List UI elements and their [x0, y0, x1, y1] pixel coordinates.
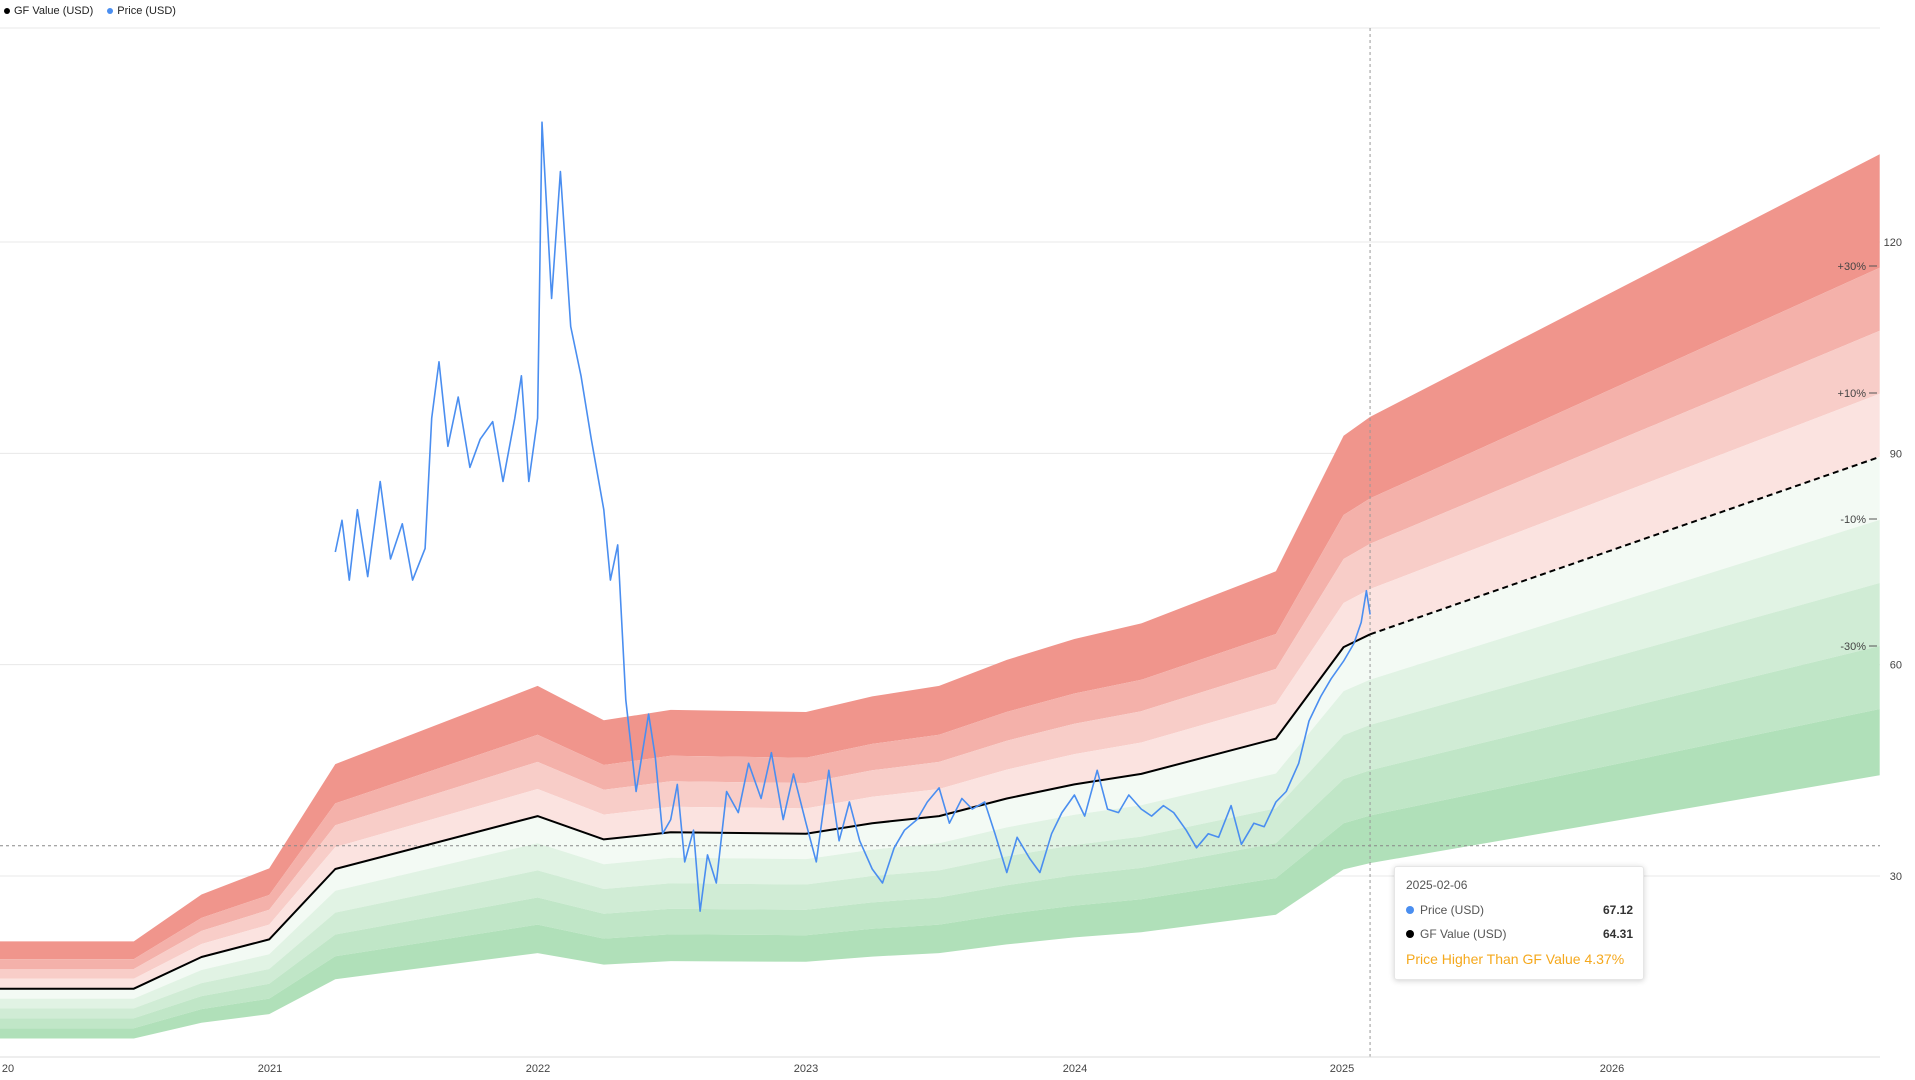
- y-tick-label-30: 30: [1890, 871, 1902, 883]
- legend-price-label: Price (USD): [117, 5, 176, 17]
- band-label-minus10pct: -10%: [1840, 514, 1866, 526]
- gf-value-legend-dot: [4, 8, 10, 14]
- price-legend-dot: [107, 8, 114, 14]
- legend-item-price[interactable]: Price (USD): [107, 5, 176, 17]
- x-tick-label-2022: 2022: [526, 1063, 550, 1075]
- band-label-plus10pct: +10%: [1838, 388, 1867, 400]
- band-under-4: [0, 646, 1880, 1029]
- tooltip-gf-row: GF Value (USD) 64.31: [1406, 926, 1633, 942]
- series-line-0: [0, 633, 1371, 990]
- tooltip-gf-value: 64.31: [1602, 927, 1633, 941]
- legend-item-gf-value[interactable]: GF Value (USD): [4, 5, 93, 17]
- tooltip-status: Price Higher Than GF Value 4.37%: [1406, 951, 1625, 967]
- y-tick-label-90: 90: [1890, 448, 1902, 460]
- x-tick-label-2026: 2026: [1600, 1063, 1624, 1075]
- legend-gf-value-label: GF Value (USD): [14, 5, 94, 17]
- band-label-plus30pct: +30%: [1838, 261, 1867, 273]
- chart-tooltip: 2025-02-06 Price (USD) 67.12 GF Value (U…: [1394, 866, 1644, 980]
- x-tick-label-2024: 2024: [1063, 1063, 1087, 1075]
- tooltip-date: 2025-02-06: [1406, 878, 1468, 892]
- tooltip-price-value: 67.12: [1602, 903, 1633, 917]
- tooltip-price-row: Price (USD) 67.12: [1406, 902, 1633, 918]
- x-tick-label-2023: 2023: [794, 1063, 818, 1075]
- chart-legend: GF Value (USD) Price (USD): [4, 2, 176, 20]
- series-line-2: [334, 121, 1371, 912]
- x-tick-label-20: 20: [2, 1063, 14, 1075]
- band-under-3: [0, 583, 1880, 1019]
- x-tick-label-2025: 2025: [1330, 1063, 1354, 1075]
- valuation-bands: [0, 154, 1880, 1039]
- price-dot-icon: [1406, 906, 1414, 914]
- y-tick-label-60: 60: [1890, 660, 1902, 672]
- axes: 20 2021 2022 2023 2024 2025 2026 30 60 90 120 +30% +…: [0, 237, 1902, 1075]
- gf-dot-icon: [1406, 930, 1414, 938]
- reference-lines: [0, 28, 1880, 1057]
- band-label-minus30pct: -30%: [1840, 641, 1866, 653]
- y-tick-label-120: 120: [1884, 237, 1902, 249]
- tooltip-gf-label: GF Value (USD): [1420, 927, 1507, 941]
- x-tick-label-2021: 2021: [258, 1063, 282, 1075]
- tooltip-price-label: Price (USD): [1420, 903, 1485, 917]
- band-under-5: [0, 709, 1880, 1039]
- data-lines: [0, 121, 1881, 990]
